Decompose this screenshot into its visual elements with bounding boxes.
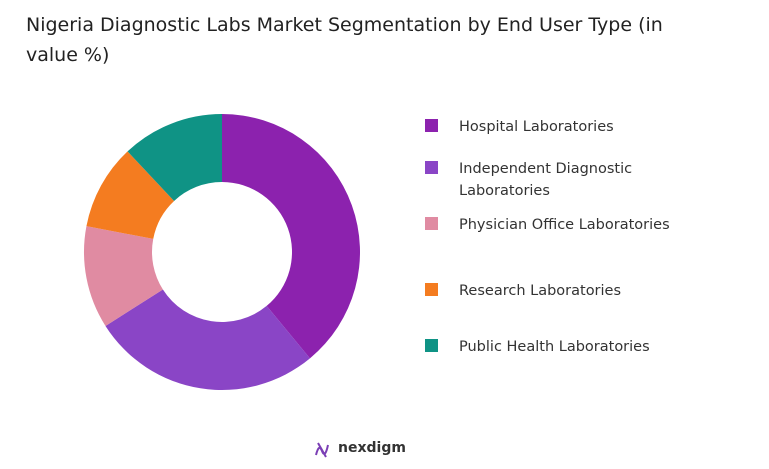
legend-swatch [425,217,438,230]
legend-item: Physician Office Laboratories [425,214,674,236]
legend-label: Hospital Laboratories [459,119,614,135]
legend-label: Independent Diagnostic Laboratories [459,161,633,199]
legend-item: Hospital Laboratories [425,116,674,138]
donut-segment [86,151,175,239]
legend-swatch [425,161,438,174]
legend-label: Research Laboratories [459,283,622,299]
legend-label: Physician Office Laboratories [459,217,670,233]
legend-item: Research Laboratories [425,280,674,302]
chart-title: Nigeria Diagnostic Labs Market Segmentat… [26,14,663,66]
donut-segment [84,226,163,326]
legend-label: Public Health Laboratories [459,339,650,355]
legend-swatch [425,119,438,132]
legend-item: Independent Diagnostic Laboratories [425,158,674,202]
legend-item: Public Health Laboratories [425,336,674,358]
logo-icon [315,442,329,458]
donut-segment [105,289,310,390]
legend-swatch [425,339,438,352]
donut-segment [127,114,222,201]
donut-segment [222,114,360,359]
brand: nexdigm [338,440,406,456]
legend-swatch [425,283,438,296]
